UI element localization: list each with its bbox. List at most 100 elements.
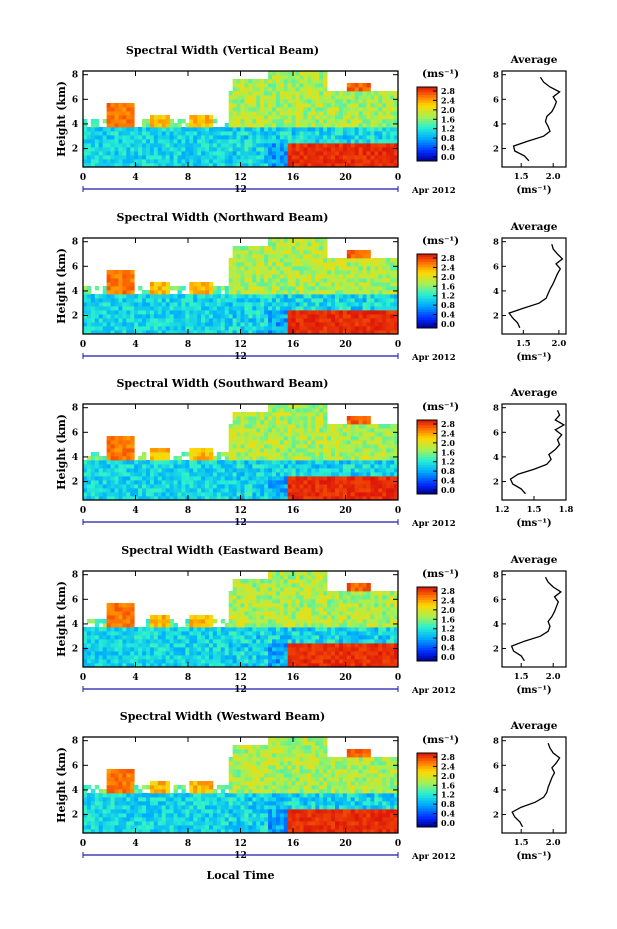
x-tick-label: 0 <box>395 673 401 683</box>
colorbar-segment <box>417 430 437 434</box>
date-month: Apr 2012 <box>411 186 456 196</box>
colorbar-segment <box>417 616 437 620</box>
colorbar-tick-label: 2.0 <box>441 438 455 448</box>
average-y-tick-label: 2 <box>493 145 499 155</box>
colorbar-segment <box>417 320 437 324</box>
colorbar-tick-label: 2.0 <box>441 771 455 781</box>
average-y-tick-label: 8 <box>493 71 499 81</box>
colorbar-tick-label: 0.4 <box>441 643 455 653</box>
average-y-tick-label: 6 <box>493 428 499 438</box>
average-profile-line <box>511 742 561 828</box>
colorbar-segment <box>417 782 437 786</box>
colorbar-segment <box>417 462 437 466</box>
colorbar-segment <box>417 808 437 812</box>
colorbar-segment <box>417 89 437 93</box>
colorbar-segment <box>417 126 437 130</box>
y-tick-label: 8 <box>72 571 78 581</box>
colorbar-segment <box>417 261 437 265</box>
colorbar-segment <box>417 100 437 104</box>
colorbar-segment <box>417 113 437 117</box>
panel-4: Spectral Width (Eastward Beam) Height (km… <box>55 544 567 696</box>
colorbar-segment <box>417 488 437 492</box>
average-x-tick-label: 1.8 <box>559 505 574 515</box>
colorbar-segment <box>417 824 437 828</box>
heatmap <box>83 71 399 168</box>
date-month: Apr 2012 <box>411 519 456 529</box>
y-tick-label: 2 <box>72 478 78 488</box>
y-tick-label: 4 <box>72 620 78 630</box>
colorbar-tick-label: 0.4 <box>441 143 455 153</box>
average-y-tick-label: 8 <box>493 404 499 414</box>
colorbar-tick-label: 0.0 <box>441 818 455 828</box>
colorbar-segment <box>417 256 437 260</box>
average-profile-line <box>510 576 563 662</box>
colorbar-tick-label: 0.4 <box>441 476 455 486</box>
colorbar-segment <box>417 451 437 455</box>
colorbar-segment <box>417 427 437 431</box>
colorbar-segment <box>417 478 437 482</box>
colorbar-tick-label: 0.4 <box>441 809 455 819</box>
colorbar-segment <box>417 108 437 112</box>
x-tick-label: 12 <box>234 173 247 183</box>
colorbar-segment <box>417 771 437 775</box>
colorbar-segment <box>417 587 437 591</box>
y-tick-label: 6 <box>72 262 78 272</box>
colorbar-segment <box>417 277 437 281</box>
average-y-tick-label: 2 <box>493 645 499 655</box>
colorbar-segment <box>417 142 437 146</box>
average-x-label: (ms⁻¹) <box>516 352 551 363</box>
colorbar-segment <box>417 158 437 162</box>
x-tick-label: 16 <box>287 506 300 516</box>
y-axis-label: Height (km) <box>55 581 68 657</box>
average-frame <box>501 237 567 335</box>
colorbar-segment <box>417 480 437 484</box>
y-tick-label: 8 <box>72 737 78 747</box>
x-tick-label: 0 <box>395 173 401 183</box>
average-frame <box>501 570 567 668</box>
colorbar-segment <box>417 457 437 461</box>
colorbar-segment <box>417 325 437 329</box>
colorbar-tick-label: 2.0 <box>441 605 455 615</box>
colorbar-segment <box>417 600 437 604</box>
average-title: Average <box>510 554 558 566</box>
colorbar-segment <box>417 280 437 284</box>
colorbar-segment <box>417 309 437 313</box>
colorbar-tick-label: 2.8 <box>441 253 455 263</box>
colorbar-frame <box>416 586 438 662</box>
colorbar-segment <box>417 634 437 638</box>
colorbar-unit: (ms⁻¹) <box>422 734 459 746</box>
panel-title: Spectral Width (Vertical Beam) <box>126 44 319 57</box>
colorbar-segment <box>417 110 437 114</box>
colorbar-segment <box>417 621 437 625</box>
colorbar-segment <box>417 608 437 612</box>
average-y-tick-label: 2 <box>493 312 499 322</box>
colorbar-segment <box>417 645 437 649</box>
panel-title: Spectral Width (Eastward Beam) <box>121 544 323 557</box>
average-x-tick-label: 2.0 <box>546 172 561 182</box>
colorbar-segment <box>417 298 437 302</box>
average-y-tick-label: 6 <box>493 761 499 771</box>
colorbar-segment <box>417 134 437 138</box>
colorbar-tick-label: 2.4 <box>441 262 455 272</box>
average-profile-line <box>508 244 564 329</box>
colorbar-segment <box>417 774 437 778</box>
colorbar-tick-label: 1.2 <box>441 291 455 301</box>
x-tick-label: 0 <box>80 839 86 849</box>
average-title: Average <box>510 387 558 399</box>
colorbar-segment <box>417 753 437 757</box>
average-y-tick-label: 2 <box>493 811 499 821</box>
x-tick-label: 4 <box>132 673 138 683</box>
y-tick-label: 2 <box>72 312 78 322</box>
average-title: Average <box>510 54 558 66</box>
colorbar-segment <box>417 811 437 815</box>
x-tick-label: 12 <box>234 506 247 516</box>
colorbar-segment <box>417 618 437 622</box>
colorbar-segment <box>417 597 437 601</box>
colorbar-tick-label: 0.8 <box>441 300 455 310</box>
colorbar-segment <box>417 631 437 635</box>
y-axis-label: Height (km) <box>55 81 68 157</box>
colorbar-segment <box>417 153 437 157</box>
colorbar-tick-label: 0.0 <box>441 485 455 495</box>
date-day: 12 <box>234 518 247 528</box>
colorbar-tick-label: 0.0 <box>441 319 455 329</box>
